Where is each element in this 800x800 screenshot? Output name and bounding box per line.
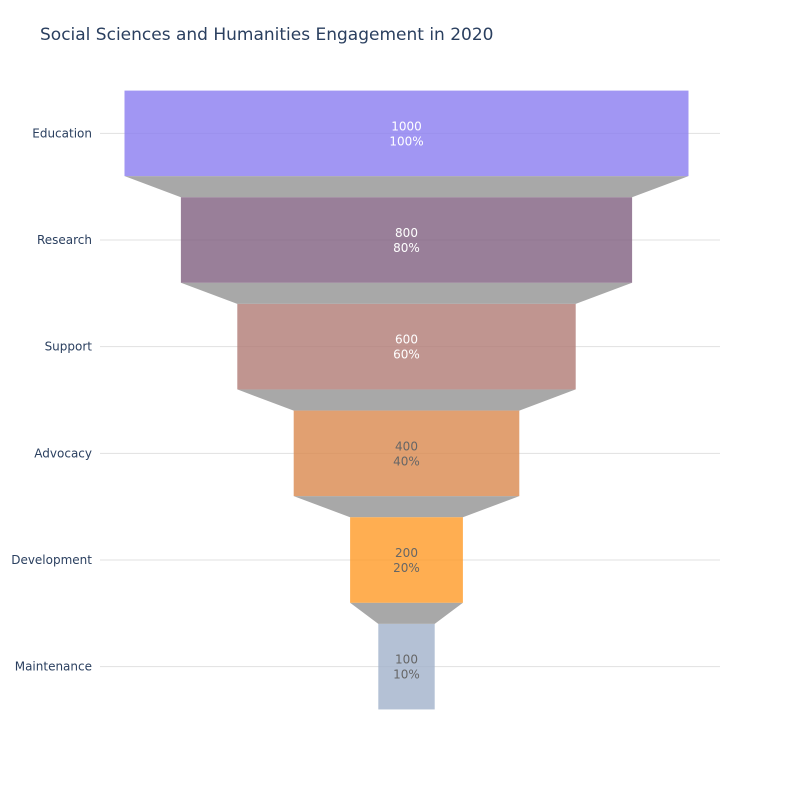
value-label: 400 [395, 439, 418, 453]
funnel-bars [124, 90, 689, 710]
percent-label: 100% [389, 134, 423, 148]
funnel-bar-research [180, 197, 633, 283]
value-label: 1000 [391, 119, 422, 133]
funnel-connector [293, 496, 520, 518]
y-tick-label: Support [45, 340, 93, 354]
value-label: 800 [395, 226, 418, 240]
funnel-connector [180, 282, 633, 304]
funnel-bar-support [237, 303, 576, 390]
percent-label: 20% [393, 561, 420, 575]
value-label: 100 [395, 653, 418, 667]
funnel-bar-education [124, 90, 689, 177]
percent-label: 80% [393, 241, 420, 255]
funnel-bar-maintenance [378, 623, 435, 710]
y-tick-label: Development [11, 553, 92, 567]
funnel-connector [350, 602, 463, 624]
value-label: 200 [395, 546, 418, 560]
percent-label: 10% [393, 668, 420, 682]
funnel-connectors [124, 176, 689, 624]
y-tick-label: Education [32, 126, 92, 140]
y-axis-tick-labels: Education Research Support Advocacy Developm… [11, 126, 92, 673]
y-tick-label: Research [37, 233, 92, 247]
y-tick-label: Maintenance [15, 660, 92, 674]
chart-title: Social Sciences and Humanities Engagemen… [40, 25, 494, 45]
funnel-bar-development [350, 517, 463, 603]
percent-label: 60% [393, 348, 420, 362]
y-tick-label: Advocacy [34, 446, 92, 460]
funnel-connector [124, 176, 689, 198]
funnel-bar-advocacy [293, 410, 520, 497]
percent-label: 40% [393, 454, 420, 468]
value-label: 600 [395, 333, 418, 347]
funnel-connector [237, 389, 576, 411]
